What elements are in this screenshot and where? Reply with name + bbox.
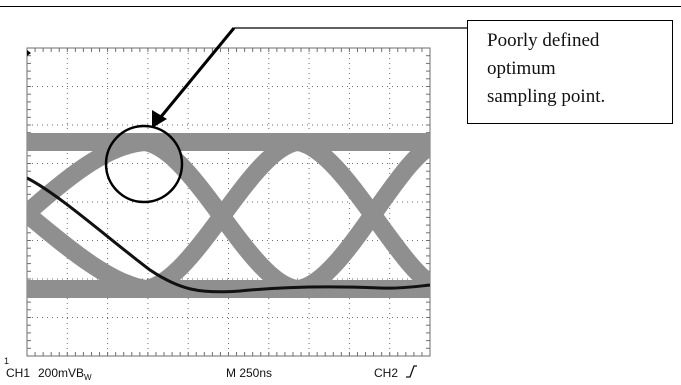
ch1-level-marker [27,50,31,56]
bandwidth-limit-sub: W [84,373,92,382]
single-trace [27,176,430,294]
pointer-arrow [152,27,467,128]
annotation-line-3: sampling point. [487,86,606,107]
eye-rising-transition [27,133,147,220]
annotation-callout: Poorly defined optimum sampling point. [467,20,673,124]
ch1-ground-marker: 1 [4,356,10,366]
eye-falling-transition [27,207,147,298]
timebase-label: M 250ns [226,366,273,380]
scope-status-bar: 1 CH1 200mVBW M 250ns CH2 [0,356,440,382]
eye-rising-transition [142,133,301,298]
eye-rising-transition [295,136,430,298]
annotation-line-1: Poorly defined [487,30,600,51]
volts-per-div: 200mVBW [38,366,92,382]
trigger-source: CH2 [374,366,399,380]
rising-edge-icon [405,364,417,381]
top-rule [0,6,681,7]
volts-per-div-value: 200mV [38,366,77,380]
eye-diagram [27,133,430,298]
channel-label: CH1 [6,366,31,380]
annotation-line-2: optimum [487,58,556,79]
bandwidth-limit-label: B [76,366,85,380]
sampling-point-circle [104,124,184,204]
